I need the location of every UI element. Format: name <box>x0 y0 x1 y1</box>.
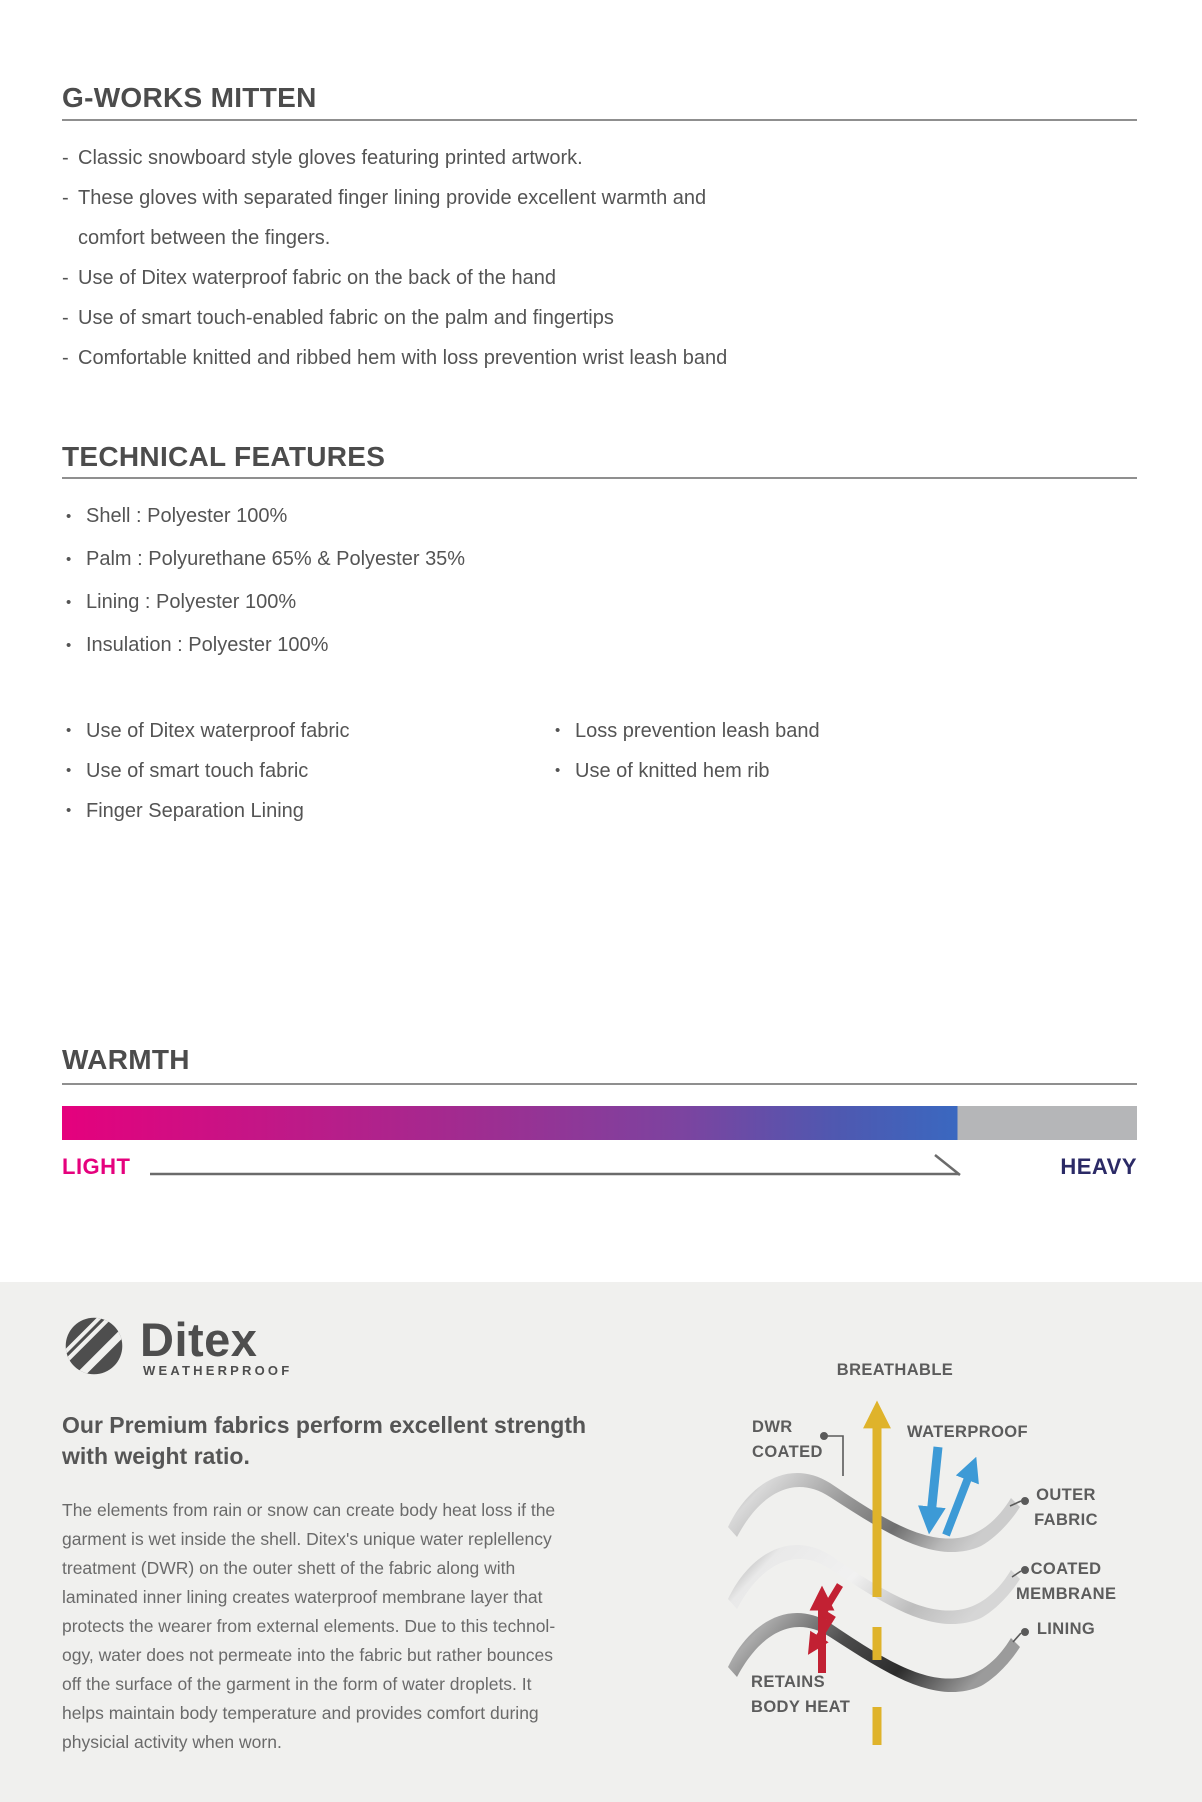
list-item: • Use of Ditex waterproof fabric <box>66 711 349 751</box>
ditex-logo-icon <box>64 1316 124 1376</box>
bullet-marker: • <box>555 722 561 739</box>
bullet-marker: • <box>66 722 72 739</box>
dwr-coated-label: DWR COATED <box>752 1418 823 1461</box>
list-item: • Shell : Polyester 100% <box>66 495 465 538</box>
list-item-text: Use of Ditex waterproof fabric on the ba… <box>78 267 557 289</box>
dash-marker: - <box>62 347 69 369</box>
list-item-text: Palm : Polyurethane 65% & Polyester 35% <box>86 548 466 570</box>
features-list-left: • Use of Ditex waterproof fabric • Use o… <box>66 711 349 831</box>
list-item-text: Finger Separation Lining <box>86 800 304 822</box>
list-item: - Use of Ditex waterproof fabric on the … <box>62 258 1062 298</box>
ditex-panel: Ditex WEATHERPROOF Our Premium fabrics p… <box>0 1282 1202 1802</box>
list-item: - These gloves with separated finger lin… <box>62 178 1062 258</box>
list-item-text: Insulation : Polyester 100% <box>86 634 329 656</box>
list-item-text: Comfortable knitted and ribbed hem with … <box>78 347 728 369</box>
warmth-title-rule <box>62 1083 1137 1085</box>
list-item: • Insulation : Polyester 100% <box>66 624 465 667</box>
warmth-title: WARMTH <box>62 1044 190 1075</box>
list-item-text: These gloves with separated finger linin… <box>78 187 707 249</box>
features-list-right: • Loss prevention leash band • Use of kn… <box>555 711 820 791</box>
product-title-rule <box>62 119 1137 121</box>
ditex-brand-name: Ditex <box>140 1313 258 1366</box>
list-item: • Lining : Polyester 100% <box>66 581 465 624</box>
ditex-headline: Our Premium fabrics perform excellent st… <box>62 1412 587 1469</box>
warmth-level-marker <box>150 1154 961 1176</box>
list-item-text: Use of smart touch-enabled fabric on the… <box>78 307 614 329</box>
list-item: • Use of smart touch fabric <box>66 751 349 791</box>
dash-marker: - <box>62 147 69 169</box>
label-connectors <box>820 1432 1029 1643</box>
waterproof-arrow <box>917 1446 979 1537</box>
body-heat-arrow <box>807 1583 843 1673</box>
ditex-body-text: The elements from rain or snow can creat… <box>62 1500 556 1752</box>
materials-list: • Shell : Polyester 100% • Palm : Polyur… <box>66 495 465 667</box>
warmth-heavy-label: HEAVY <box>1060 1154 1137 1179</box>
list-item: • Palm : Polyurethane 65% & Polyester 35… <box>66 538 465 581</box>
warmth-gradient-bar <box>62 1106 1137 1140</box>
bullet-marker: • <box>66 551 72 568</box>
warmth-light-label: LIGHT <box>62 1154 131 1179</box>
list-item-text: Use of smart touch fabric <box>86 760 309 782</box>
list-item: • Use of knitted hem rib <box>555 751 820 791</box>
product-description-list: - Classic snowboard style gloves featuri… <box>62 138 1062 378</box>
bullet-marker: • <box>66 802 72 819</box>
list-item-text: Use of knitted hem rib <box>575 760 770 782</box>
fabric-layers-diagram: BREATHABLE DWR COATED WATERPROOF OUTER F… <box>640 1355 1202 1802</box>
product-title: G-WORKS MITTEN <box>62 82 317 113</box>
bullet-marker: • <box>66 508 72 525</box>
list-item-text: Classic snowboard style gloves featuring… <box>78 147 583 169</box>
coated-membrane-label: COATED MEMBRANE <box>1016 1560 1117 1603</box>
list-item-text: Shell : Polyester 100% <box>86 505 288 527</box>
dash-marker: - <box>62 267 69 289</box>
technical-features-title: TECHNICAL FEATURES <box>62 441 386 472</box>
bullet-marker: • <box>555 762 561 779</box>
bullet-marker: • <box>66 637 72 654</box>
list-item-text: Use of Ditex waterproof fabric <box>86 720 350 742</box>
dash-marker: - <box>62 307 69 329</box>
lining-label: LINING <box>1036 1620 1096 1638</box>
list-item-text: Loss prevention leash band <box>575 720 820 742</box>
waterproof-label: WATERPROOF <box>907 1423 1029 1441</box>
outer-fabric-label: OUTER FABRIC <box>1034 1486 1098 1529</box>
bullet-marker: • <box>66 594 72 611</box>
fabric-layers-graphic <box>728 1400 1029 1745</box>
breathable-label: BREATHABLE <box>836 1361 954 1379</box>
bullet-marker: • <box>66 762 72 779</box>
technical-title-rule <box>62 477 1137 479</box>
ditex-brand-tagline: WEATHERPROOF <box>143 1363 293 1378</box>
list-item: • Loss prevention leash band <box>555 711 820 751</box>
list-item: - Use of smart touch-enabled fabric on t… <box>62 298 1062 338</box>
list-item: - Comfortable knitted and ribbed hem wit… <box>62 338 1062 378</box>
list-item-text: Lining : Polyester 100% <box>86 591 297 613</box>
list-item: • Finger Separation Lining <box>66 791 349 831</box>
list-item: - Classic snowboard style gloves featuri… <box>62 138 1062 178</box>
retains-body-heat-label: RETAINS BODY HEAT <box>751 1673 851 1716</box>
dash-marker: - <box>62 187 69 209</box>
